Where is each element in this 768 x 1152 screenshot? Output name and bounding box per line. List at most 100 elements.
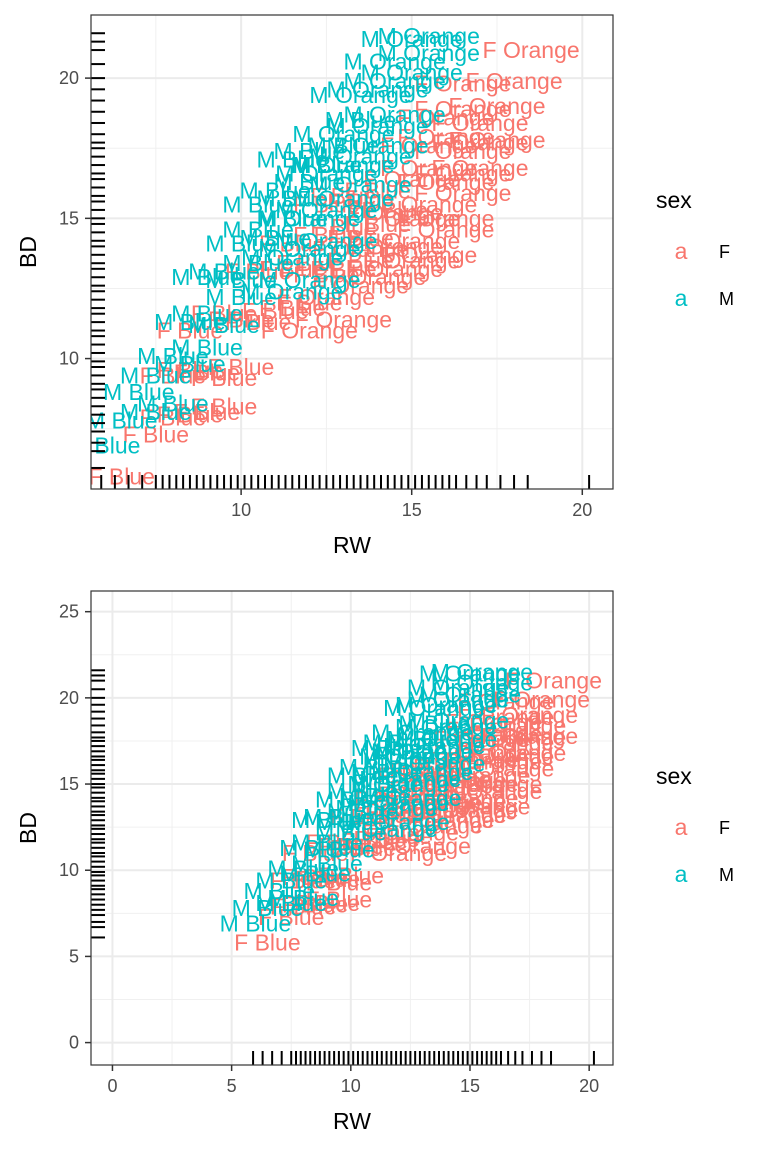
point-label-f: F Blue bbox=[353, 826, 419, 852]
x-tick-label: 15 bbox=[402, 500, 422, 520]
point-label-f: F Orange bbox=[397, 217, 494, 243]
point-label-m: M Blue bbox=[120, 399, 192, 425]
point-label-f: F Orange bbox=[409, 768, 506, 794]
y-tick-label: 5 bbox=[69, 946, 79, 966]
point-label-f: F Orange bbox=[380, 242, 477, 268]
panel-border bbox=[90, 590, 614, 1066]
point-label-f: F Orange bbox=[433, 762, 530, 788]
point-label-f: F Orange bbox=[431, 110, 528, 136]
point-label-f: F Orange bbox=[457, 730, 554, 756]
point-label-m: M Blue bbox=[291, 152, 363, 178]
point-label-f: F Orange bbox=[363, 247, 460, 273]
point-label-f: F Orange bbox=[409, 788, 506, 814]
point-label-m: M Orange bbox=[292, 186, 394, 212]
point-label-f: F Blue bbox=[282, 840, 348, 866]
point-label-f: F Orange bbox=[312, 273, 409, 299]
point-label-f: F Blue bbox=[361, 197, 427, 223]
y-tick-label: 20 bbox=[59, 688, 79, 708]
panel-background bbox=[91, 15, 613, 489]
point-label-f: F Blue bbox=[329, 804, 395, 830]
point-label-m: M Blue bbox=[154, 351, 226, 377]
point-label-f: F Blue bbox=[293, 222, 359, 248]
point-label-m: M Blue bbox=[274, 169, 346, 195]
point-label-m: M Orange bbox=[344, 48, 446, 74]
point-label-f: F Blue bbox=[234, 930, 300, 956]
point-label-m: M Orange bbox=[258, 236, 360, 262]
point-label-f: F Blue bbox=[413, 754, 479, 780]
legend-label-m: M bbox=[719, 289, 734, 309]
point-label-m: M Blue bbox=[69, 433, 141, 459]
point-label-m: M Blue bbox=[188, 312, 260, 338]
point-label-f: F Blue bbox=[191, 393, 257, 419]
point-label-m: M Blue bbox=[205, 267, 277, 293]
x-axis-title: RW bbox=[333, 532, 371, 558]
point-label-m: M Orange bbox=[275, 160, 377, 186]
point-label-f: F Orange bbox=[295, 306, 392, 332]
point-label-m: M Orange bbox=[383, 750, 485, 776]
point-label-m: M Orange bbox=[378, 23, 480, 49]
point-label-m: M Orange bbox=[326, 132, 428, 158]
point-label-m: M Orange bbox=[275, 197, 377, 223]
point-label-m: M Orange bbox=[419, 661, 521, 687]
point-label-m: M Orange bbox=[326, 113, 428, 139]
y-tick-label: 10 bbox=[59, 349, 79, 369]
point-label-m: M Blue bbox=[315, 809, 387, 835]
point-label-m: M Blue bbox=[291, 807, 363, 833]
point-label-f: F Blue bbox=[157, 357, 223, 383]
point-label-f: F Blue bbox=[259, 256, 325, 282]
point-label-f: F Blue bbox=[353, 787, 419, 813]
point-label-f: F Orange bbox=[421, 785, 518, 811]
point-label-f: F Orange bbox=[374, 833, 471, 859]
point-label-m: M Blue bbox=[327, 799, 399, 825]
point-label-f: F Orange bbox=[433, 726, 530, 752]
point-label-f: F Blue bbox=[208, 354, 274, 380]
point-label-m: M Blue bbox=[239, 177, 311, 203]
point-label-f: F Blue bbox=[225, 259, 291, 285]
point-label-f: F Blue bbox=[191, 301, 257, 327]
point-label-m: M Orange bbox=[275, 228, 377, 254]
legend-key-f: a bbox=[675, 814, 688, 840]
point-label-m: M Orange bbox=[241, 278, 343, 304]
point-label-f: F Orange bbox=[457, 756, 554, 782]
point-label-f: F Blue bbox=[276, 250, 342, 276]
point-label-f: F Blue bbox=[327, 189, 393, 215]
point-label-m: M Orange bbox=[395, 714, 497, 740]
point-label-f: F Blue bbox=[140, 362, 206, 388]
point-label-f: F Blue bbox=[157, 318, 223, 344]
point-label-f: F Orange bbox=[398, 807, 495, 833]
point-label-m: M Blue bbox=[137, 390, 209, 416]
point-label-m: M Blue bbox=[255, 868, 327, 894]
point-label-f: F Orange bbox=[421, 797, 518, 823]
point-label-f: F Blue bbox=[208, 306, 274, 332]
point-label-f: F Orange bbox=[312, 236, 409, 262]
legend-label-f: F bbox=[719, 818, 730, 838]
point-label-f: F Blue bbox=[306, 887, 372, 913]
panel-border bbox=[90, 14, 614, 490]
point-label-f: F Blue bbox=[225, 309, 291, 335]
point-label-f: F Orange bbox=[414, 96, 511, 122]
point-label-m: M Blue bbox=[222, 217, 294, 243]
point-label-f: F Orange bbox=[409, 802, 506, 828]
point-label-f: F Orange bbox=[346, 233, 443, 259]
point-label-f: F Orange bbox=[445, 771, 542, 797]
point-label-m: M Blue bbox=[256, 186, 328, 212]
point-label-f: F Orange bbox=[469, 712, 566, 738]
y-tick-label: 10 bbox=[59, 860, 79, 880]
point-label-f: F Blue bbox=[242, 298, 308, 324]
point-label-m: M Orange bbox=[258, 267, 360, 293]
point-label-m: M Orange bbox=[359, 766, 461, 792]
point-label-f: F Orange bbox=[431, 130, 528, 156]
point-label-m: M Orange bbox=[344, 102, 446, 128]
point-label-f: F Orange bbox=[433, 740, 530, 766]
point-label-m: M Orange bbox=[395, 692, 497, 718]
point-label-m: M Blue bbox=[291, 850, 363, 876]
point-label-f: F Orange bbox=[421, 771, 518, 797]
point-label-m: M Blue bbox=[239, 225, 311, 251]
point-label-m: M Blue bbox=[205, 231, 277, 257]
point-label-f: F Orange bbox=[457, 688, 554, 714]
point-label-f: F Orange bbox=[445, 721, 542, 747]
point-label-m: M Orange bbox=[359, 743, 461, 769]
point-label-f: F Orange bbox=[448, 93, 545, 119]
